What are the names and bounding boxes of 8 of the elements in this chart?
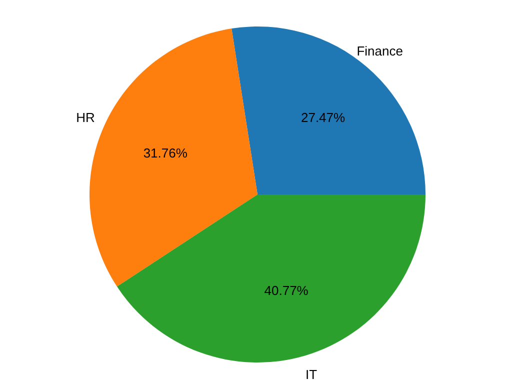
slice-label: IT	[306, 366, 318, 382]
data-label: 31.76%	[143, 146, 188, 161]
pie-slice	[116, 194, 426, 362]
pie-slice	[232, 26, 426, 194]
slice-label: HR	[76, 110, 95, 126]
data-label: 40.77%	[264, 283, 309, 298]
slice-label: Finance	[356, 44, 403, 59]
data-label: 27.47%	[300, 110, 346, 125]
